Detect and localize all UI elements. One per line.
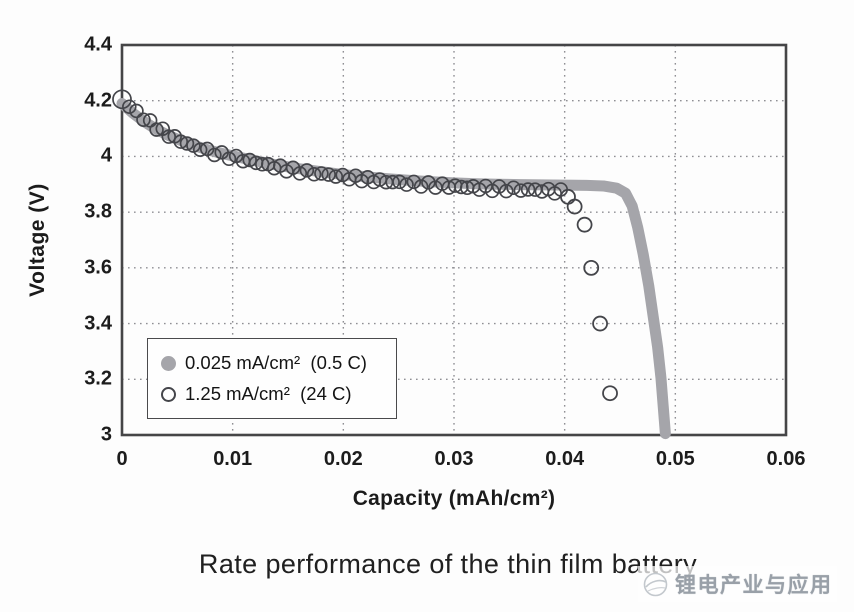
figure-caption: Rate performance of the thin film batter… bbox=[198, 549, 698, 579]
filled-circle-marker-icon bbox=[161, 355, 176, 371]
y-tick-label: 4 bbox=[100, 144, 112, 167]
series-marker-24C bbox=[242, 152, 257, 168]
x-tick-label: 0.02 bbox=[323, 448, 363, 470]
series-marker-24C bbox=[292, 166, 308, 181]
x-axis-title: Capacity (mAh/cm²) bbox=[352, 487, 556, 510]
legend-row-24C: 1.25 mA/cm² (24 C) bbox=[161, 383, 396, 405]
series-marker-24C bbox=[602, 385, 618, 402]
series-marker-24C bbox=[576, 216, 593, 233]
series-marker-24C bbox=[321, 167, 336, 182]
y-tick-label: 3 bbox=[100, 423, 112, 446]
y-tick-label: 3.8 bbox=[84, 200, 112, 223]
series-marker-24C bbox=[173, 134, 189, 149]
series-marker-24C bbox=[592, 315, 608, 332]
y-tick-label: 4.4 bbox=[84, 33, 112, 56]
series-marker-24C bbox=[299, 163, 315, 178]
watermark-text: 锂电产业与应用 bbox=[675, 574, 833, 597]
series-marker-24C bbox=[491, 179, 507, 194]
plot-frame bbox=[120, 43, 788, 437]
series-marker-24C bbox=[192, 142, 208, 158]
series-marker-24C bbox=[328, 169, 344, 184]
series-marker-24C bbox=[560, 188, 576, 205]
series-marker-24C bbox=[506, 180, 521, 195]
open-circle-marker-icon bbox=[161, 386, 176, 402]
series-marker-24C bbox=[413, 179, 429, 194]
x-tick-label: 0.04 bbox=[545, 448, 585, 470]
series-marker-24C bbox=[406, 174, 422, 190]
legend-label-24C: 1.25 mA/cm² (24 C) bbox=[185, 383, 352, 404]
series-marker-24C bbox=[306, 167, 322, 182]
legend-row-0.5C: 0.025 mA/cm² (0.5 C) bbox=[161, 352, 396, 374]
series-marker-24C bbox=[149, 122, 164, 137]
series-marker-24C bbox=[385, 174, 400, 190]
series-marker-24C bbox=[392, 174, 407, 190]
series-marker-24C bbox=[399, 177, 414, 192]
x-tick-label: 0.05 bbox=[655, 448, 695, 470]
series-marker-24C bbox=[161, 129, 177, 144]
x-tick-label: 0.03 bbox=[434, 448, 474, 470]
series-marker-24C bbox=[520, 182, 536, 197]
series-marker-24C bbox=[314, 166, 329, 181]
series-marker-24C bbox=[566, 198, 583, 215]
series-marker-24C bbox=[499, 183, 514, 199]
watermark: 锂电产业与应用 bbox=[638, 566, 837, 602]
y-tick-label: 3.2 bbox=[84, 367, 112, 390]
x-tick-label: 0.01 bbox=[213, 448, 253, 470]
legend: 0.025 mA/cm² (0.5 C) 1.25 mA/cm² (24 C) bbox=[147, 338, 397, 419]
series-marker-24C bbox=[112, 89, 132, 110]
x-tick-label: 0 bbox=[116, 448, 128, 470]
y-tick-label: 3.4 bbox=[84, 312, 112, 335]
y-tick-label: 3.6 bbox=[84, 256, 112, 279]
series-marker-24C bbox=[179, 136, 195, 151]
series-marker-24C bbox=[513, 183, 529, 198]
series-marker-24C bbox=[221, 151, 237, 167]
series-marker-24C bbox=[207, 147, 222, 163]
series-marker-24C bbox=[129, 103, 144, 119]
y-axis-title: Voltage (V) bbox=[26, 183, 49, 297]
series-marker-24C bbox=[583, 259, 600, 276]
swirl-globe-logo-icon bbox=[643, 572, 668, 596]
series-marker-24C bbox=[122, 99, 137, 114]
legend-label-0.5C: 0.025 mA/cm² (0.5 C) bbox=[185, 352, 367, 373]
x-tick-label: 0.06 bbox=[766, 448, 806, 470]
y-tick-label: 4.2 bbox=[84, 89, 112, 112]
series-marker-24C bbox=[136, 112, 151, 127]
